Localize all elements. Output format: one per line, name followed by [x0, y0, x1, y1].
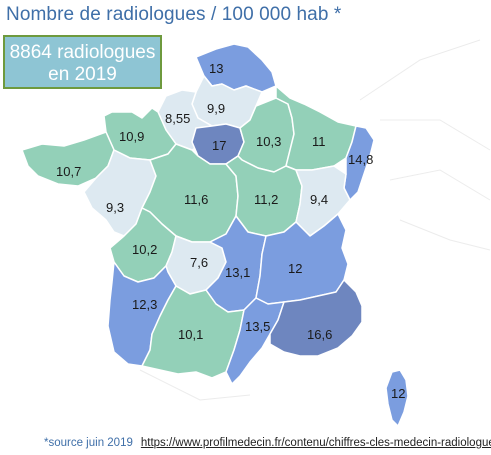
label-rhone-alpes: 12	[288, 261, 302, 276]
source-note: *source juin 2019	[44, 437, 133, 449]
region-midi-pyrenees[interactable]	[141, 285, 245, 379]
callout-line-2: en 2019	[48, 64, 117, 85]
background-outlines	[139, 39, 491, 401]
label-alsace: 14,8	[348, 152, 373, 167]
region-paca[interactable]	[269, 279, 363, 357]
region-alsace[interactable]	[343, 125, 375, 201]
label-picardie: 9,9	[207, 101, 225, 116]
label-poitou-charentes: 10,2	[132, 242, 157, 257]
label-nord: 13	[209, 61, 223, 76]
source-link[interactable]: https://www.profilmedecin.fr/contenu/chi…	[140, 437, 491, 449]
label-paca: 16,6	[307, 327, 332, 342]
region-labels: 13 8,55 9,9 17 10,3 11 14,8 10,9 10,7 9,…	[56, 61, 405, 401]
label-normandie-est: 10,9	[119, 129, 144, 144]
region-languedoc[interactable]	[225, 297, 285, 385]
label-ile-de-france: 17	[212, 138, 226, 153]
label-normandie-ouest: 8,55	[165, 111, 190, 126]
total-callout: 8864 radiologues en 2019	[3, 35, 162, 89]
callout-line-1: 8864 radiologues	[9, 42, 156, 63]
region-corse[interactable]	[385, 369, 409, 427]
label-corse: 12	[391, 386, 405, 401]
label-franche-comte: 9,4	[310, 192, 328, 207]
label-lorraine: 11	[312, 134, 326, 149]
source-footer: *source juin 2019 https://www.profilmedec…	[44, 437, 491, 449]
label-languedoc: 13,5	[245, 319, 270, 334]
label-auvergne: 13,1	[225, 265, 250, 280]
label-midi-pyrenees: 10,1	[178, 327, 203, 342]
label-bretagne: 10,7	[56, 164, 81, 179]
label-champagne: 10,3	[256, 134, 281, 149]
map-title: Nombre de radiologues / 100 000 hab *	[6, 4, 342, 25]
label-centre: 11,6	[184, 192, 208, 207]
label-aquitaine: 12,3	[132, 297, 157, 312]
regions	[21, 43, 409, 427]
label-limousin: 7,6	[190, 255, 208, 270]
label-pays-de-la-loire: 9,3	[106, 200, 124, 215]
label-bourgogne: 11,2	[254, 192, 278, 207]
